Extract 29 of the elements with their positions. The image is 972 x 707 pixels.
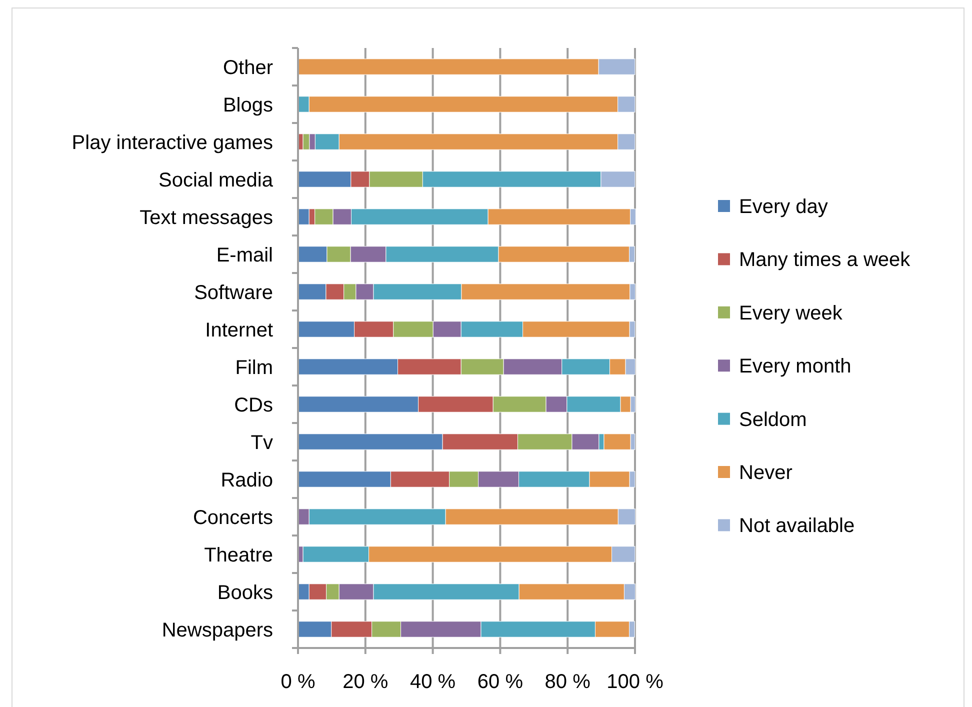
legend-label: Every day — [739, 196, 828, 218]
y-tick-label: Concerts — [192, 506, 273, 529]
y-tick-label: Internet — [205, 319, 274, 342]
x-tick-label: 0 % — [280, 671, 316, 693]
y-tick-label: Newspapers — [162, 619, 273, 642]
y-tick-label: Radio — [220, 469, 273, 492]
x-tick-label: 100 % — [606, 671, 664, 693]
x-tick-label: 40 % — [410, 671, 456, 693]
y-tick-label: Social media — [158, 169, 274, 192]
x-tick-label: 60 % — [477, 671, 524, 693]
y-tick-label: E-mail — [216, 244, 273, 266]
y-tick-label: Theatre — [204, 544, 273, 566]
y-tick-label: Blogs — [222, 94, 273, 116]
x-tick-label: 20 % — [342, 671, 388, 693]
y-tick-label: Software — [194, 282, 273, 304]
y-tick-label: Text messages — [140, 206, 273, 229]
legend-label: Never — [739, 462, 793, 484]
legend-label: Seldom — [739, 408, 807, 431]
y-tick-label: Books — [217, 582, 273, 604]
x-tick-label: 80 % — [544, 671, 591, 693]
y-tick-label: Other — [222, 56, 274, 79]
legend-label: Every week — [739, 302, 844, 324]
y-tick-label: Tv — [250, 432, 273, 454]
y-tick-label: Play interactive games — [72, 132, 273, 154]
y-tick-label: Film — [235, 356, 273, 379]
legend-label: Every month — [739, 356, 852, 378]
legend-label: Not available — [739, 515, 855, 538]
legend-label: Many times a week — [739, 249, 912, 272]
y-tick-label: CDs — [234, 394, 273, 416]
